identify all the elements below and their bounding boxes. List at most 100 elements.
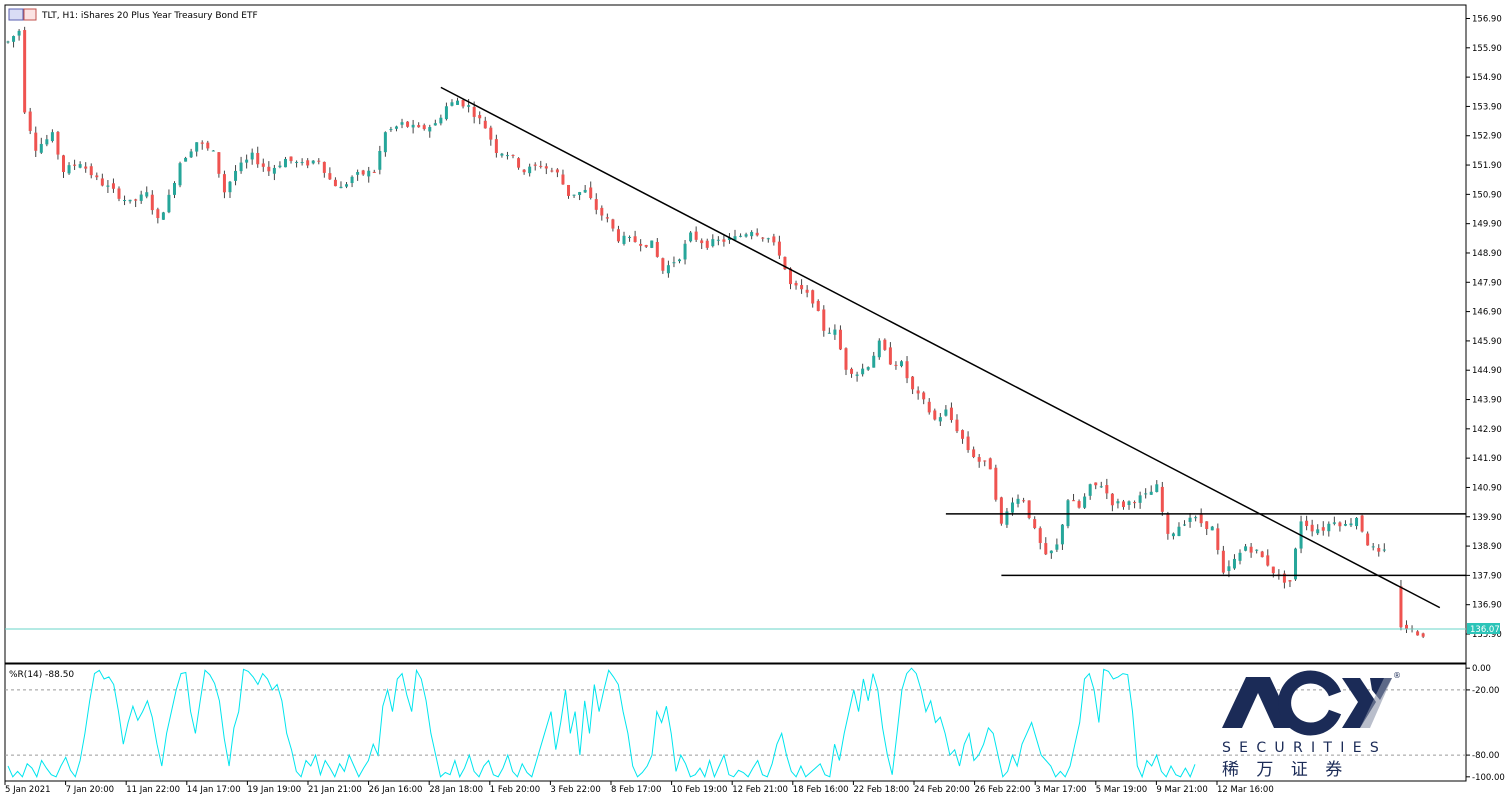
candle-body bbox=[184, 157, 188, 162]
candle-body bbox=[56, 131, 60, 155]
candle-body bbox=[772, 236, 776, 243]
candle-body bbox=[433, 123, 437, 126]
candle-body bbox=[6, 41, 10, 43]
candle-body bbox=[322, 161, 326, 173]
candle-body bbox=[378, 150, 382, 170]
candle-body bbox=[500, 153, 504, 156]
candle-body bbox=[478, 115, 482, 119]
candle-body bbox=[650, 240, 654, 248]
time-tick-label: 19 Jan 19:00 bbox=[247, 785, 301, 795]
candle-body bbox=[833, 329, 837, 335]
candle-body bbox=[811, 290, 815, 304]
candle-body bbox=[711, 239, 715, 247]
symbol-title: TLT, H1: iShares 20 Plus Year Treasury B… bbox=[41, 11, 258, 21]
candle-body bbox=[1010, 502, 1014, 513]
candle-body bbox=[683, 243, 687, 260]
candle-body bbox=[1377, 547, 1381, 552]
time-tick-label: 28 Jan 18:00 bbox=[429, 785, 483, 795]
candle-body bbox=[827, 332, 831, 334]
candle-body bbox=[972, 449, 976, 458]
candle-body bbox=[644, 244, 648, 247]
candle-body bbox=[89, 166, 93, 176]
candle-body bbox=[1099, 486, 1103, 488]
candle-body bbox=[1405, 624, 1409, 630]
candle-body bbox=[1205, 521, 1209, 529]
candle-body bbox=[73, 164, 77, 166]
price-tick-label: 149.90 bbox=[1472, 220, 1502, 230]
candle-body bbox=[361, 170, 365, 175]
candle-body bbox=[1310, 524, 1314, 532]
candle-body bbox=[472, 106, 476, 117]
candle-body bbox=[278, 165, 282, 168]
candle-body bbox=[761, 237, 765, 239]
candle-body bbox=[461, 100, 465, 107]
candle-body bbox=[17, 30, 21, 36]
candle-body bbox=[1022, 500, 1026, 502]
candle-body bbox=[1355, 517, 1359, 527]
candle-body bbox=[489, 127, 493, 140]
candle-body bbox=[1282, 573, 1286, 583]
candle-body bbox=[844, 348, 848, 370]
candle-body bbox=[350, 176, 354, 184]
candle-body bbox=[1044, 543, 1048, 555]
candle-body bbox=[1060, 524, 1064, 545]
price-tick-label: 151.90 bbox=[1472, 161, 1502, 171]
candle-body bbox=[600, 207, 604, 216]
candle-body bbox=[1116, 501, 1120, 504]
time-tick-label: 18 Feb 16:00 bbox=[793, 785, 849, 795]
candle-body bbox=[739, 235, 743, 237]
candle-body bbox=[317, 160, 321, 162]
candle-body bbox=[944, 409, 948, 416]
candle-body bbox=[872, 355, 876, 368]
price-tick-label: 148.90 bbox=[1472, 249, 1502, 259]
time-tick-label: 24 Feb 20:00 bbox=[914, 785, 970, 795]
candle-body bbox=[295, 161, 299, 163]
candle-body bbox=[927, 401, 931, 413]
candle-body bbox=[267, 166, 271, 172]
candle-body bbox=[672, 262, 676, 264]
candle-body bbox=[539, 165, 543, 167]
candle-body bbox=[245, 159, 249, 163]
williams-r-series bbox=[7, 667, 1196, 779]
time-tick-label: 8 Feb 17:00 bbox=[611, 785, 661, 795]
chart-indicator-icon[interactable] bbox=[23, 8, 37, 21]
candle-body bbox=[1343, 524, 1347, 526]
candle-body bbox=[239, 162, 243, 172]
candle-body bbox=[561, 174, 565, 185]
price-tick-label: 144.90 bbox=[1472, 366, 1502, 376]
trendline[interactable] bbox=[440, 86, 1441, 609]
candle-body bbox=[578, 192, 582, 195]
candle-body bbox=[933, 410, 937, 420]
candle-body bbox=[694, 231, 698, 240]
candle-body bbox=[50, 132, 54, 142]
candle-body bbox=[1083, 496, 1087, 508]
candle-body bbox=[172, 182, 176, 195]
candle-body bbox=[61, 155, 65, 173]
candle-body bbox=[222, 174, 226, 193]
candle-body bbox=[894, 364, 898, 366]
price-tick-label: 141.90 bbox=[1472, 454, 1502, 464]
candle-body bbox=[1332, 522, 1336, 524]
price-tick-label: 140.90 bbox=[1472, 483, 1502, 493]
candle-body bbox=[850, 368, 854, 374]
time-axis: 5 Jan 2021 7 Jan 20:00 11 Jan 22:00 14 Jan … bbox=[4, 781, 1274, 795]
candle-body bbox=[106, 185, 110, 187]
time-tick-label: 26 Feb 22:00 bbox=[975, 785, 1031, 795]
candle-body bbox=[156, 209, 160, 219]
candle-body bbox=[494, 139, 498, 154]
candle-body bbox=[689, 232, 693, 242]
candle-body bbox=[838, 329, 842, 350]
candle-body bbox=[12, 36, 16, 42]
chart-window-icon[interactable] bbox=[8, 8, 24, 21]
candle-body bbox=[28, 111, 32, 131]
candle-body bbox=[1133, 502, 1137, 504]
candle-body bbox=[123, 200, 127, 202]
price-tick-label: 146.90 bbox=[1472, 308, 1502, 318]
time-tick-label: 5 Jan 2021 bbox=[5, 785, 51, 795]
candle-body bbox=[1033, 519, 1037, 529]
indicator-title: %R(14) -88.50 bbox=[9, 670, 74, 680]
candle-body bbox=[1171, 533, 1175, 537]
candle-body bbox=[528, 166, 532, 174]
